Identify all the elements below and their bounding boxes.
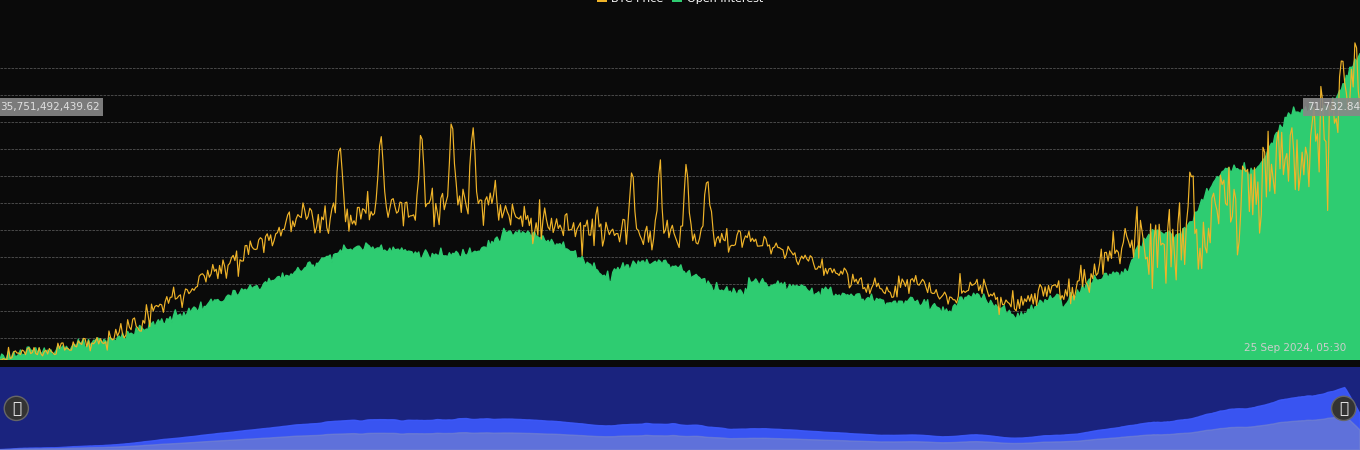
- Text: 25 Sep 2024, 05:30: 25 Sep 2024, 05:30: [1244, 343, 1346, 353]
- Legend: BTC Price, Open Interest: BTC Price, Open Interest: [593, 0, 767, 8]
- Text: 71,732.84: 71,732.84: [1307, 102, 1360, 112]
- Text: 35,751,492,439.62: 35,751,492,439.62: [0, 102, 99, 112]
- Text: ⏸: ⏸: [12, 401, 20, 416]
- Text: ⏸: ⏸: [1340, 401, 1348, 416]
